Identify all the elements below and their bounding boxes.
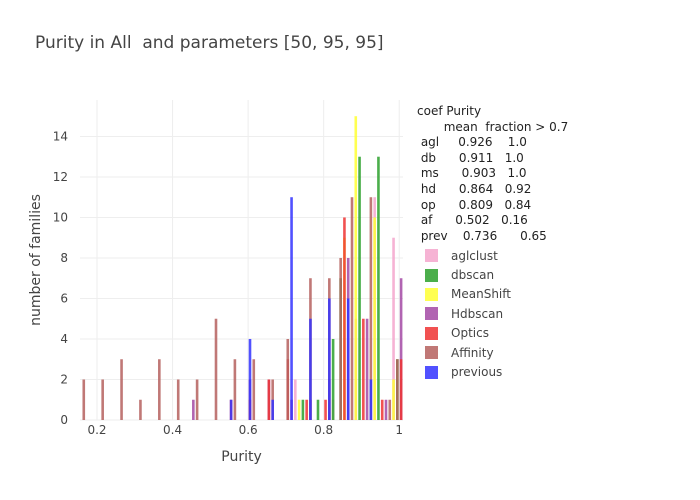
legend-label: Affinity xyxy=(451,345,494,360)
bar-Affinity xyxy=(139,399,142,420)
y-tick-label: 0 xyxy=(60,413,68,427)
y-tick-label: 10 xyxy=(53,210,68,224)
y-tick-label: 2 xyxy=(60,372,68,386)
x-tick-label: 0.6 xyxy=(239,423,258,437)
x-tick-label: 0.2 xyxy=(87,423,106,437)
x-tick-label: 1 xyxy=(395,423,403,437)
bar-Optics xyxy=(305,399,308,420)
stats-line: mean fraction > 0.7 xyxy=(417,119,569,134)
legend-label: dbscan xyxy=(451,268,495,283)
bar-Hdbscan xyxy=(192,399,195,420)
legend-swatch xyxy=(425,307,438,321)
bar-Affinity xyxy=(252,359,256,420)
bar-Affinity xyxy=(350,197,354,420)
stats-line: coef Purity xyxy=(417,104,482,118)
stats-line: af 0.502 0.16 xyxy=(417,213,528,228)
bar-Optics xyxy=(380,399,384,420)
bar-Affinity xyxy=(339,257,342,420)
y-tick-label: 4 xyxy=(60,332,68,346)
bar-Optics xyxy=(267,379,271,420)
legend-item-aglclust[interactable]: aglclust xyxy=(425,246,511,265)
bar-Optics xyxy=(362,318,365,420)
bar-dbscan xyxy=(331,338,335,420)
x-tick-label: 0.4 xyxy=(163,423,182,437)
bar-Optics xyxy=(399,359,403,420)
bar-Affinity xyxy=(388,399,392,420)
y-tick-label: 14 xyxy=(53,129,68,143)
y-axis-title: number of families xyxy=(28,194,44,326)
bar-Affinity xyxy=(233,359,237,420)
legend-swatch xyxy=(425,249,438,263)
bar-MeanShift xyxy=(354,116,358,421)
bar-dbscan xyxy=(377,156,380,420)
bar-previous xyxy=(369,379,373,420)
legend-item-MeanShift[interactable]: MeanShift xyxy=(425,285,511,304)
legend-swatch xyxy=(425,346,438,360)
bar-Affinity xyxy=(158,359,161,420)
bar-aglclust xyxy=(294,379,297,420)
bar-previous xyxy=(309,318,312,420)
plot-area: 0 2 4 6 8 10 12 14 0.2 0.4 0.6 0.8 1 Purity number of … xyxy=(28,100,403,465)
stats-line: op 0.809 0.84 xyxy=(417,197,532,212)
legend-label: MeanShift xyxy=(451,287,511,302)
legend-item-previous[interactable]: previous xyxy=(425,362,511,381)
legend-item-dbscan[interactable]: dbscan xyxy=(425,265,511,284)
legend-label: aglclust xyxy=(451,248,498,263)
stats-line: ms 0.903 1.0 xyxy=(417,166,527,181)
bar-Affinity xyxy=(101,379,104,420)
bar-Affinity xyxy=(176,379,180,420)
bar-previous xyxy=(328,298,331,420)
bar-MeanShift xyxy=(392,379,395,420)
bar-previous xyxy=(229,399,233,420)
bar-Affinity xyxy=(195,379,199,420)
bar-Affinity xyxy=(369,197,373,420)
bar-Hdbscan xyxy=(384,399,388,420)
legend-swatch xyxy=(425,326,438,340)
legend-label: Optics xyxy=(451,326,489,341)
legend-item-Optics[interactable]: Optics xyxy=(425,324,511,343)
bar-previous xyxy=(271,399,274,420)
stats-line: prev 0.736 0.65 xyxy=(417,228,547,243)
legend-swatch xyxy=(425,287,438,301)
legend-swatch xyxy=(425,268,438,282)
bar-Hdbscan xyxy=(365,318,369,420)
y-tick-label: 8 xyxy=(60,251,68,265)
legend-item-Affinity[interactable]: Affinity xyxy=(425,343,511,362)
legend-swatch xyxy=(425,365,438,379)
bar-previous xyxy=(248,338,252,420)
legend-label: Hdbscan xyxy=(451,306,504,321)
bar-MeanShift xyxy=(373,217,376,420)
bar-previous xyxy=(346,298,350,420)
bar-Affinity xyxy=(286,338,290,420)
x-tick-label: 0.8 xyxy=(314,423,333,437)
stats-line: db 0.911 1.0 xyxy=(417,150,524,165)
bar-Hdbscan xyxy=(399,278,403,420)
bar-dbscan xyxy=(358,156,361,420)
bar-Optics xyxy=(343,217,346,420)
bar-aglclust xyxy=(392,237,395,420)
legend: aglclust dbscan MeanShift Hdbscan Optics Affi… xyxy=(425,246,511,382)
bar-dbscan xyxy=(316,399,320,420)
bar-MeanShift xyxy=(297,399,301,420)
bar-previous xyxy=(290,197,293,420)
bar-Affinity xyxy=(214,318,218,420)
stats-annotation: coef Purity mean fraction > 0.7 agl 0.92… xyxy=(417,104,568,244)
bar-dbscan xyxy=(301,399,305,420)
stats-line: agl 0.926 1.0 xyxy=(417,135,527,150)
y-tick-label: 6 xyxy=(60,291,68,305)
legend-item-Hdbscan[interactable]: Hdbscan xyxy=(425,304,511,323)
bar-Optics xyxy=(324,399,327,420)
legend-label: previous xyxy=(451,365,503,380)
y-tick-label: 12 xyxy=(53,170,68,184)
bar-Affinity xyxy=(120,359,123,420)
bar-Affinity xyxy=(396,359,399,420)
stats-line: hd 0.864 0.92 xyxy=(417,181,532,196)
bar-Affinity xyxy=(82,379,86,420)
chart-title: Purity in All and parameters [50, 95, 95… xyxy=(35,33,384,53)
x-axis-title: Purity xyxy=(221,449,262,465)
